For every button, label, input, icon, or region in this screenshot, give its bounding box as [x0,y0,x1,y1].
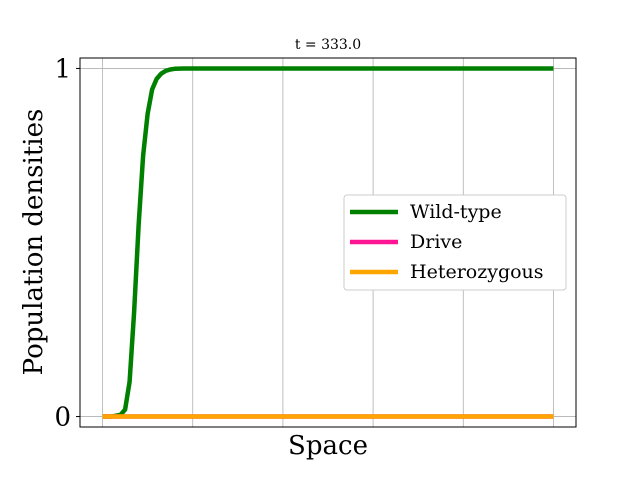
legend: Wild-type Drive Heterozygous [343,194,567,291]
legend-label-wild-type: Wild-type [410,201,502,223]
series-layer [102,66,554,419]
y-axis-label: Population densities [19,109,49,376]
y-ticks: 01 [54,54,80,433]
y-tick-label-0: 0 [54,403,71,433]
legend-frame [343,194,567,291]
legend-label-drive: Drive [410,231,462,253]
chart-title: t = 333.0 [295,37,361,53]
x-axis-label: Space [288,431,368,461]
series-line-wild-type [102,66,554,419]
plot-frame [79,57,577,428]
y-tick-label-1: 1 [54,54,71,84]
legend-label-heterozygous: Heterozygous [410,261,544,283]
